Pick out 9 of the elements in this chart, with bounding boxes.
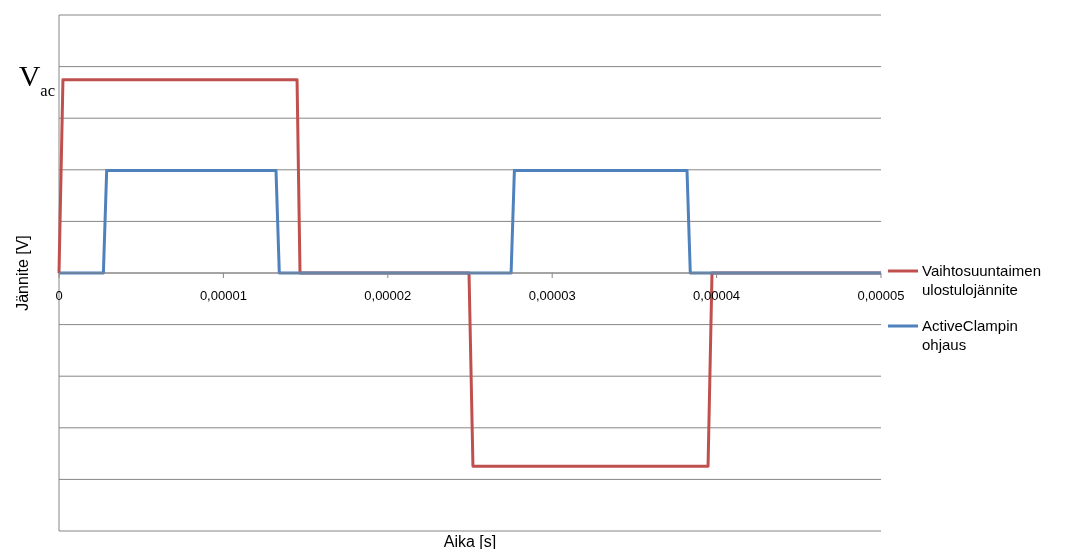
x-tick-label: 0,00003 — [528, 288, 576, 303]
x-tick-label: 0,00005 — [857, 288, 905, 303]
x-tick-label: 0 — [55, 288, 63, 303]
x-tick-label: 0,00002 — [364, 288, 412, 303]
y-axis-title: Jännite [V] — [14, 235, 31, 311]
legend-label: ActiveClampin ohjaus — [922, 317, 1018, 353]
legend-label: Vaihtosuuntaimen ulostulojännite — [922, 262, 1041, 298]
annotation: V$_{ac}$ — [18, 58, 55, 100]
x-tick-label: 0,00001 — [199, 288, 247, 303]
